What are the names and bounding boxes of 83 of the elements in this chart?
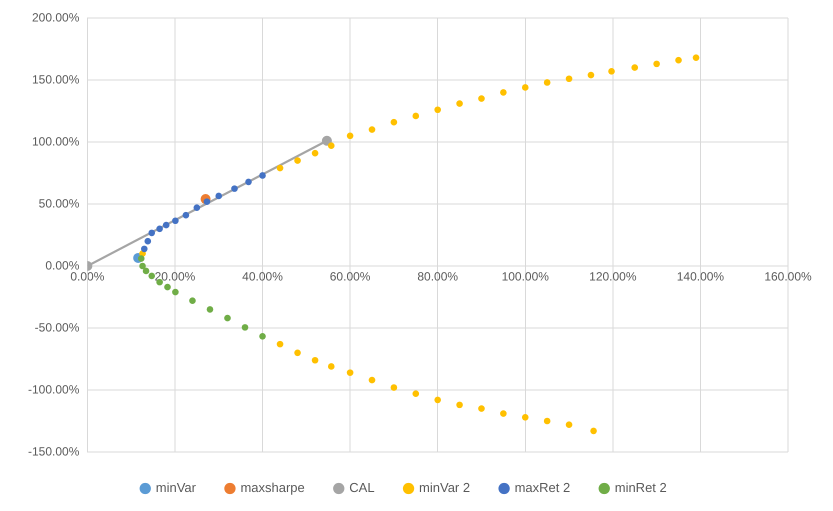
x-tick-label: 40.00% — [242, 270, 284, 284]
point — [328, 363, 335, 370]
y-tick-label: -150.00% — [28, 444, 80, 458]
point — [412, 112, 420, 120]
point — [231, 185, 238, 192]
point — [138, 255, 145, 262]
point — [206, 306, 214, 313]
point — [434, 106, 441, 114]
x-tick-label: 160.00% — [764, 270, 812, 284]
point — [588, 72, 594, 78]
point — [346, 369, 354, 376]
y-tick-label: 200.00% — [32, 10, 80, 24]
point — [224, 314, 231, 322]
point — [259, 333, 266, 340]
x-tick-label: 100.00% — [502, 270, 550, 284]
point — [608, 68, 615, 75]
x-tick-label: 0.00% — [70, 270, 105, 284]
point — [162, 222, 170, 228]
point — [172, 217, 179, 224]
point — [390, 118, 398, 126]
point — [140, 246, 148, 252]
point — [245, 178, 252, 186]
x-tick-label: 80.00% — [417, 270, 458, 284]
point — [259, 172, 266, 179]
legend-label: maxsharpe — [240, 480, 305, 496]
point — [215, 192, 222, 200]
legend-label: maxRet 2 — [514, 480, 570, 496]
point — [566, 75, 572, 82]
y-tick-label: 50.00% — [38, 196, 80, 210]
x-tick-label: 120.00% — [589, 270, 637, 284]
point — [172, 288, 179, 296]
point — [276, 340, 284, 348]
point — [675, 56, 682, 64]
point — [156, 226, 163, 232]
point — [242, 324, 248, 331]
point — [346, 132, 354, 140]
point — [139, 262, 146, 270]
y-tick-label: -100.00% — [28, 382, 80, 396]
point — [390, 384, 398, 391]
point — [631, 64, 638, 71]
point — [544, 79, 550, 86]
point — [412, 390, 420, 398]
point — [522, 414, 529, 421]
point — [566, 421, 572, 428]
point — [500, 89, 507, 96]
point — [692, 54, 700, 61]
point — [478, 405, 485, 412]
y-tick-label: 150.00% — [32, 72, 80, 86]
legend-label: minVar — [156, 480, 197, 496]
point — [144, 238, 152, 244]
point — [590, 428, 597, 434]
point — [294, 157, 301, 164]
legend-label: CAL — [349, 480, 375, 496]
point — [368, 126, 376, 133]
point — [148, 272, 156, 280]
point — [544, 418, 550, 424]
point — [148, 230, 156, 236]
point — [434, 396, 441, 404]
point — [500, 410, 507, 417]
point — [294, 350, 301, 356]
x-tick-label: 60.00% — [330, 270, 371, 284]
point — [164, 284, 171, 290]
point — [142, 268, 150, 274]
y-tick-label: 100.00% — [32, 134, 80, 148]
y-tick-label: -50.00% — [34, 320, 80, 334]
legend-label: minVar 2 — [419, 480, 470, 496]
point — [478, 95, 485, 102]
y-tick-label: 0.00% — [45, 258, 80, 272]
point — [312, 356, 318, 364]
point — [456, 402, 463, 408]
x-tick-label: 140.00% — [676, 270, 724, 284]
point — [653, 60, 660, 68]
x-tick-label: 20.00% — [154, 270, 196, 284]
point — [328, 142, 335, 150]
point — [182, 212, 190, 218]
point — [194, 204, 200, 212]
point — [312, 150, 318, 156]
point — [522, 84, 529, 91]
point — [276, 164, 284, 172]
point — [368, 376, 376, 384]
point — [189, 297, 196, 304]
point — [456, 100, 463, 107]
legend-label: minRet 2 — [614, 480, 667, 496]
